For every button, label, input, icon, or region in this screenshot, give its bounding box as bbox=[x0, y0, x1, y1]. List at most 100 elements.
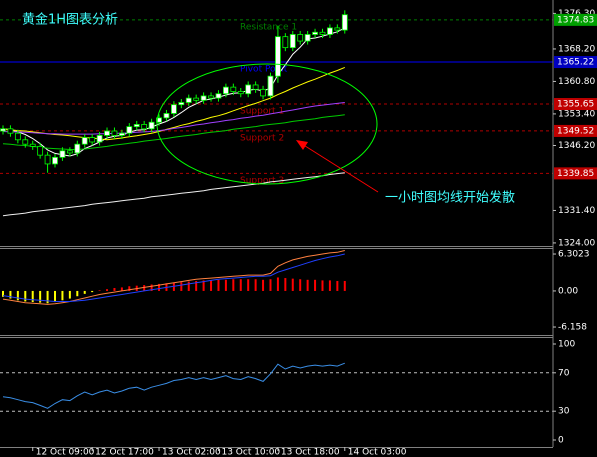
histogram-bar bbox=[39, 290, 42, 303]
histogram-bar bbox=[106, 289, 109, 291]
candle-body bbox=[170, 104, 177, 114]
candle-body bbox=[200, 95, 207, 101]
level-box bbox=[554, 167, 597, 180]
histogram-bar bbox=[269, 279, 272, 291]
y-tick-label: 1331.40 bbox=[558, 206, 595, 216]
candle-body bbox=[341, 14, 348, 31]
y-tick-label: 1368.20 bbox=[558, 44, 595, 54]
histogram-bar bbox=[291, 278, 294, 291]
arrow-shaft bbox=[301, 143, 379, 193]
histogram-bar bbox=[217, 279, 220, 291]
moving-average bbox=[2, 66, 345, 141]
histogram-bar bbox=[239, 279, 242, 291]
x-tick-label: 12 Oct 09:00 bbox=[36, 448, 95, 457]
y-tick-label: 100 bbox=[558, 340, 575, 350]
level-box bbox=[554, 56, 597, 69]
level-name: Pivot Point bbox=[240, 65, 288, 75]
candle-body bbox=[215, 93, 222, 99]
histogram-bar bbox=[195, 280, 198, 291]
histogram-bar bbox=[150, 284, 153, 291]
candle-body bbox=[22, 139, 29, 145]
candle-body bbox=[44, 154, 51, 165]
histogram-bar bbox=[76, 290, 79, 297]
y-tick-label: 6.3023 bbox=[558, 250, 590, 260]
histogram-bar bbox=[9, 290, 12, 299]
candle-body bbox=[327, 27, 333, 35]
level-value: 1365.22 bbox=[557, 58, 594, 68]
candle-body bbox=[297, 34, 304, 42]
level-box bbox=[554, 98, 597, 111]
histogram-bar bbox=[83, 290, 86, 294]
level-box bbox=[554, 13, 597, 26]
candle-body bbox=[7, 128, 14, 134]
candle-body bbox=[260, 88, 266, 97]
histogram-bar bbox=[254, 279, 257, 291]
histogram-bar bbox=[143, 285, 146, 291]
histogram-bar bbox=[314, 279, 317, 291]
level-name: Support 1 bbox=[240, 107, 284, 117]
candle-body bbox=[237, 91, 244, 95]
candle-body bbox=[37, 145, 44, 156]
candle-body bbox=[275, 36, 281, 77]
histogram-bar bbox=[306, 279, 309, 291]
candle-body bbox=[126, 126, 133, 134]
candle-body bbox=[230, 86, 237, 92]
y-tick-label: 0 bbox=[558, 435, 564, 445]
y-tick-label: 0.00 bbox=[558, 286, 578, 296]
moving-average bbox=[2, 172, 345, 217]
histogram-bar bbox=[158, 283, 161, 291]
moving-average bbox=[2, 114, 345, 150]
histogram-bar bbox=[128, 286, 131, 291]
chart-title: 黄金1H图表分析 bbox=[22, 12, 118, 28]
histogram-bar bbox=[113, 288, 116, 291]
candle-body bbox=[267, 75, 274, 97]
candle-body bbox=[185, 97, 192, 103]
histogram-bar bbox=[120, 287, 123, 291]
x-tick-label: 13 Oct 10:00 bbox=[221, 448, 280, 457]
candle-body bbox=[282, 36, 289, 49]
candle-body bbox=[52, 156, 58, 165]
x-tick-label: 13 Oct 18:00 bbox=[281, 448, 340, 457]
candle-body bbox=[252, 84, 259, 90]
histogram-bar bbox=[31, 290, 34, 303]
x-tick-label: 14 Oct 03:00 bbox=[348, 448, 407, 457]
y-tick-label: 1360.80 bbox=[558, 77, 595, 87]
histogram-bar bbox=[210, 280, 213, 291]
candle-body bbox=[118, 132, 125, 136]
level-name: Resistance 1 bbox=[240, 22, 297, 32]
y-tick-label: 1346.20 bbox=[558, 141, 595, 151]
arrow-head bbox=[296, 140, 308, 150]
annotation: 一小时图均线开始发散 bbox=[385, 190, 515, 206]
candle-body bbox=[245, 84, 252, 95]
histogram-bar bbox=[187, 281, 190, 291]
candle-body bbox=[163, 113, 170, 119]
histogram-bar bbox=[68, 290, 71, 299]
candle-body bbox=[193, 97, 200, 101]
candle-body bbox=[111, 130, 118, 136]
plot-layer: Resistance 1 Pivot Point Support 1 Support … bbox=[0, 10, 553, 412]
histogram-bar bbox=[276, 277, 279, 291]
level-name: Support 3 bbox=[240, 176, 284, 186]
level-value: 1339.85 bbox=[557, 169, 594, 179]
candle-body bbox=[156, 117, 162, 123]
candle-body bbox=[208, 95, 214, 99]
candle-body bbox=[66, 150, 73, 154]
histogram-bar bbox=[2, 290, 4, 297]
candle-body bbox=[141, 124, 148, 130]
candle-body bbox=[319, 31, 326, 35]
level-box bbox=[554, 124, 597, 137]
level-value: 1374.83 bbox=[557, 15, 594, 25]
histogram-bar bbox=[61, 290, 64, 301]
histogram-bar bbox=[343, 280, 346, 291]
histogram-bar bbox=[180, 282, 183, 291]
candle-body bbox=[104, 130, 110, 136]
moving-average bbox=[2, 102, 345, 135]
candle-body bbox=[14, 132, 21, 141]
histogram-bar bbox=[321, 280, 324, 291]
candle-body bbox=[222, 86, 229, 95]
candle-body bbox=[89, 137, 96, 143]
y-tick-label: 70 bbox=[558, 368, 570, 378]
level-value: 1355.65 bbox=[557, 100, 594, 110]
histogram-bar bbox=[328, 280, 331, 291]
